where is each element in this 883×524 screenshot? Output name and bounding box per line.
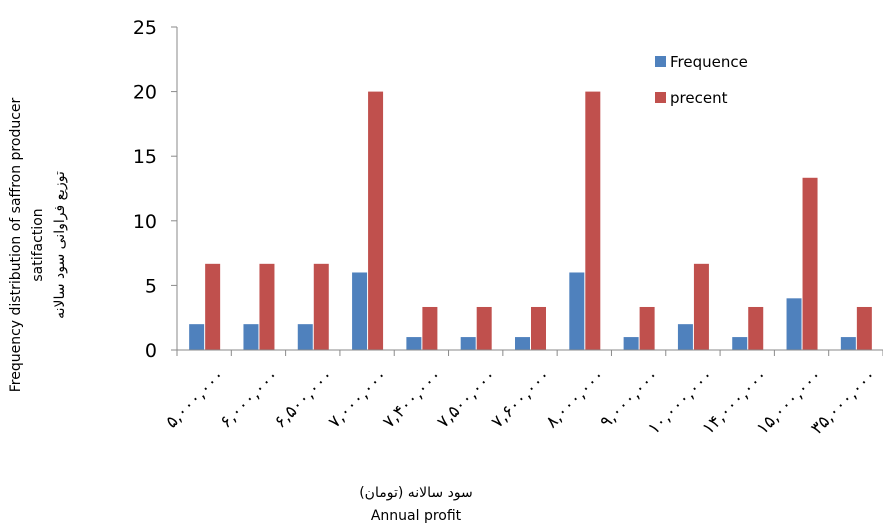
x-category-label: ۷,۴۰۰,۰۰۰: [379, 365, 446, 432]
y-tick-label: 5: [145, 275, 157, 297]
bar-precent-2: [313, 263, 329, 350]
x-category-label: ۶,۰۰۰,۰۰۰: [216, 365, 283, 432]
y-axis-label-line: Frequency distribution of saffron produc…: [8, 97, 24, 392]
bar-frequence-11: [786, 298, 802, 350]
bar-frequence-12: [840, 337, 856, 350]
y-tick-label: 15: [133, 146, 157, 168]
y-axis-label: Frequency distribution of saffron produc…: [8, 97, 68, 392]
bar-precent-12: [856, 306, 872, 350]
bar-frequence-5: [460, 337, 476, 350]
bar-frequence-6: [515, 337, 530, 350]
bar-precent-3: [368, 91, 384, 350]
y-tick-label: 25: [133, 17, 157, 39]
bar-precent-11: [802, 177, 818, 350]
x-axis-label-line: سود سالانه (تومان): [359, 485, 473, 501]
bar-frequence-1: [243, 324, 259, 350]
legend-swatch-precent: [655, 92, 666, 103]
bar-precent-10: [748, 306, 764, 350]
axes: [176, 27, 883, 356]
x-category-label: ۷,۰۰۰,۰۰۰: [325, 365, 392, 432]
y-axis-label-line: satifaction: [30, 208, 46, 281]
legend-label-frequence: Frequence: [670, 53, 748, 71]
bar-frequence-3: [352, 272, 368, 350]
bar-frequence-0: [189, 324, 205, 350]
x-axis-label-line: Annual profit: [371, 508, 462, 524]
bar-frequence-4: [406, 337, 422, 350]
x-category-label: ۷,۵۰۰,۰۰۰: [433, 365, 500, 432]
legend: Frequence precent: [655, 53, 748, 107]
x-category-label: ۶,۵۰۰,۰۰۰: [270, 365, 337, 432]
y-tick-label: 0: [145, 340, 157, 362]
x-category-label: ۷,۶۰۰,۰۰۰: [488, 365, 555, 432]
x-category-label: ۸,۰۰۰,۰۰۰: [542, 365, 609, 432]
bar-frequence-7: [569, 272, 585, 350]
bar-precent-1: [259, 263, 275, 350]
y-tick-label: 10: [133, 211, 157, 233]
y-tick-label: 20: [133, 82, 157, 104]
bar-precent-5: [476, 306, 492, 350]
y-axis-label-line: توزیع فراوانی سود سالانه: [52, 171, 68, 319]
x-category-label: ۵,۰۰۰,۰۰۰: [162, 365, 229, 432]
bar-precent-6: [531, 306, 546, 350]
bar-precent-8: [639, 306, 655, 350]
legend-swatch-frequence: [655, 56, 666, 67]
bar-frequence-10: [732, 337, 748, 350]
bar-precent-9: [693, 263, 709, 350]
bar-precent-4: [422, 306, 438, 350]
bar-precent-0: [205, 263, 221, 350]
bars: [189, 91, 872, 350]
legend-label-precent: precent: [670, 89, 728, 107]
bar-frequence-2: [297, 324, 313, 350]
x-axis-categories: ۵,۰۰۰,۰۰۰۶,۰۰۰,۰۰۰۶,۵۰۰,۰۰۰۷,۰۰۰,۰۰۰۷,۴۰…: [162, 365, 881, 438]
bar-precent-7: [585, 91, 601, 350]
x-axis-label: سود سالانه (تومان) Annual profit: [359, 485, 473, 524]
bar-frequence-9: [677, 324, 693, 350]
y-axis-ticks: 0 5 10 15 20 25: [133, 17, 177, 362]
bar-frequence-8: [623, 337, 639, 350]
